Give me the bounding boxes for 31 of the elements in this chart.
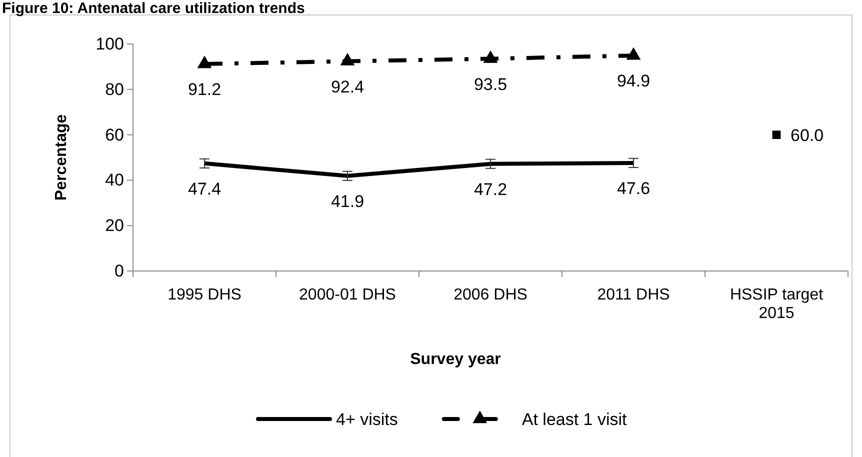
y-tick-label: 0 [114, 261, 124, 280]
x-tick-label: 1995 DHS [168, 286, 242, 304]
point [626, 47, 641, 60]
chart-title: Figure 10: Antenatal care utilization trends [2, 0, 305, 17]
point [772, 130, 781, 139]
data-label: 47.2 [474, 180, 508, 199]
data-label: 41.9 [330, 192, 364, 211]
y-tick-label: 20 [105, 216, 124, 236]
data-label: 47.6 [616, 178, 650, 198]
data-label: 91.2 [188, 80, 222, 99]
y-tick-label: 60 [105, 125, 124, 144]
data-label: 60.0 [790, 126, 824, 145]
y-axis-title: Percentage [53, 114, 70, 201]
point [340, 52, 355, 66]
y-tick-label: 80 [105, 80, 124, 99]
data-label: 94.9 [616, 72, 650, 91]
x-axis-title: Survey year [410, 351, 501, 368]
point [197, 56, 212, 68]
x-tick-label: 2011 DHS [597, 286, 670, 304]
legend-label: 4+ visits [336, 410, 398, 429]
data-label: 93.5 [474, 74, 508, 94]
y-tick-label: 100 [96, 34, 124, 54]
data-label: 92.4 [330, 77, 364, 96]
y-tick-label: 40 [105, 170, 124, 190]
legend-label: At least 1 visit [522, 410, 628, 429]
x-tick-label: HSSIP target 2015 [730, 286, 824, 322]
x-tick-label: 2006 DHS [454, 286, 528, 304]
line-series [202, 160, 636, 178]
point [483, 50, 498, 63]
data-label: 47.4 [188, 179, 222, 198]
x-tick-label: 2000-01 DHS [299, 286, 396, 304]
